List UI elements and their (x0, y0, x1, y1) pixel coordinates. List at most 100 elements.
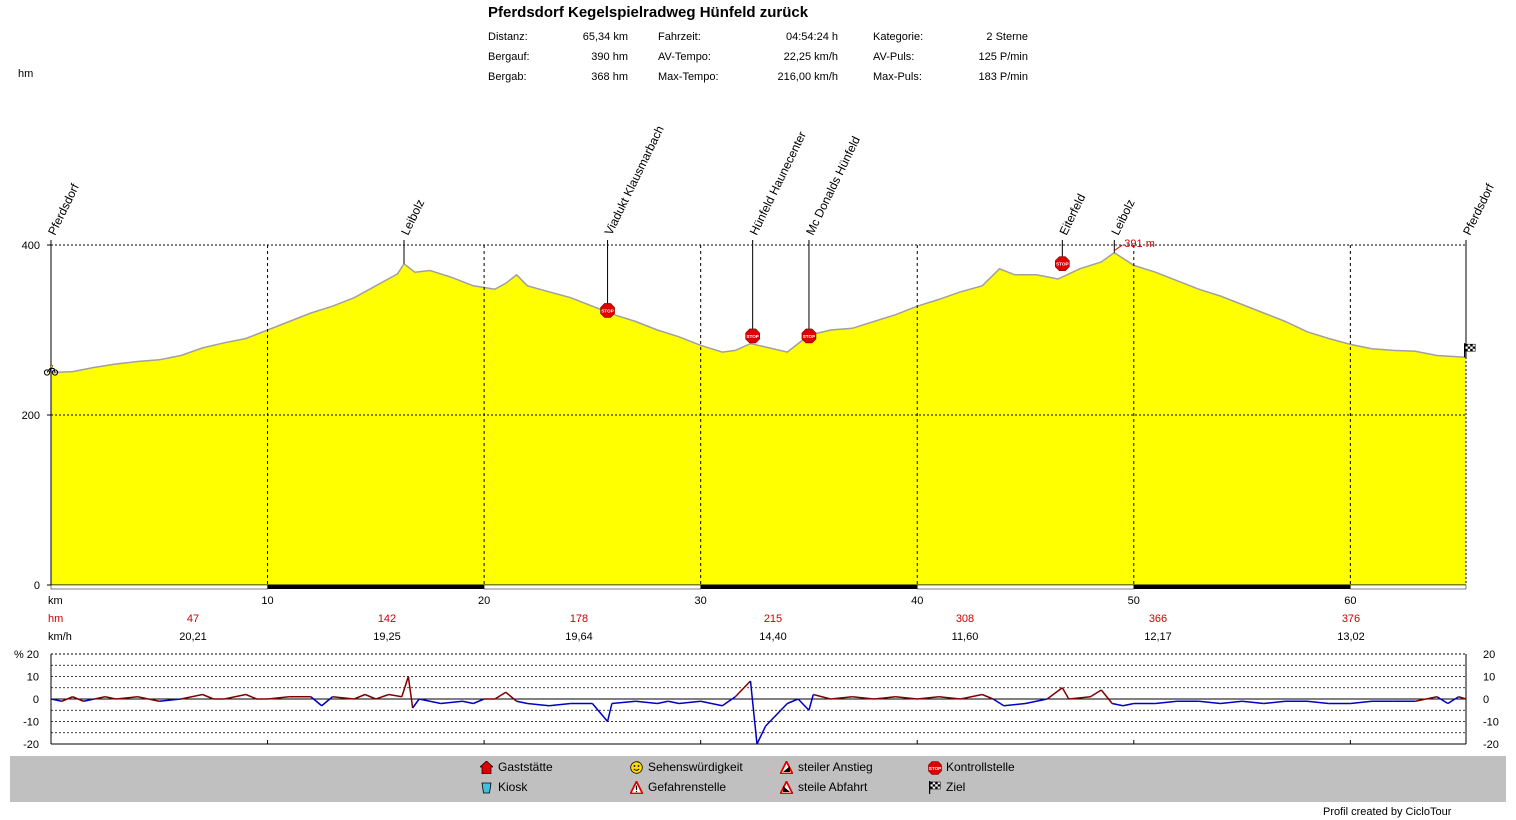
gradient-segment (407, 676, 414, 709)
legend-item-kiosk: Kiosk (480, 780, 527, 794)
stat-label-distanz: Distanz: (488, 31, 528, 43)
gradient-segment (115, 696, 138, 700)
stat-value-max-tempo: 216,00 km/h (777, 71, 838, 83)
legend-item-steile-abfahrt: steile Abfahrt (779, 778, 867, 794)
gradient-segment (429, 700, 441, 705)
gradient-segment (756, 725, 767, 745)
segment-hm-value: 142 (378, 613, 396, 625)
y-tick-label-400: 400 (22, 240, 40, 252)
gradient-segment (1306, 700, 1329, 705)
steep-climb-icon (779, 758, 794, 774)
gradient-segment (418, 698, 431, 702)
elevation-line (50, 251, 1467, 374)
km-bar-segment (916, 584, 1135, 590)
stop-sign-icon: STOP (801, 328, 817, 344)
gradient-segment (440, 700, 463, 705)
gradient-segment (137, 696, 160, 702)
segment-kmh-value: 13,02 (1337, 631, 1365, 643)
waypoint-label: Viadukt Klausmarbach (602, 123, 667, 237)
gradient-segment (180, 693, 203, 700)
gradient-segment (1263, 700, 1286, 705)
gradient-segment (606, 703, 613, 722)
gradient-segment (505, 691, 518, 702)
gradient-segment (711, 702, 723, 707)
stop-sign-text: STOP (746, 334, 758, 339)
stop-sign-icon: STOP (600, 303, 615, 318)
gradient-y-tick-left: 0 (33, 694, 39, 706)
legend-label-sehenswuerdigkeit: Sehenswürdigkeit (648, 760, 743, 774)
waypoint-label: Eiterfeld (1056, 192, 1088, 238)
gradient-segment (668, 700, 680, 705)
waypoint-label: Hünfeld Haunecenter (747, 129, 809, 237)
gradient-segment (310, 696, 323, 707)
legend-item-ziel: Ziel (928, 780, 965, 794)
legend-label-gefahrenstelle: Gefahrenstelle (648, 780, 727, 794)
gradient-segment (992, 698, 1005, 707)
house-icon (479, 760, 494, 774)
credit-text: Profil created by CicloTour (1323, 806, 1452, 818)
checkered-flag-icon (928, 780, 941, 794)
gradient-segment (1068, 696, 1091, 700)
legend-item-gaststaette: Gaststätte (479, 760, 553, 774)
gradient-segment (527, 702, 550, 707)
x-tick-label-30: 30 (695, 595, 707, 607)
segment-hm-value: 215 (764, 613, 782, 625)
gradient-segment (852, 696, 875, 700)
svg-text:STOP: STOP (929, 766, 941, 771)
stat-label-max-tempo: Max-Tempo: (658, 71, 719, 83)
stat-value-kategorie: 2 Sterne (986, 31, 1028, 43)
segment-kmh-value: 11,60 (952, 631, 979, 643)
gradient-segment (1046, 687, 1063, 700)
segment-hm-value: 178 (570, 613, 588, 625)
gradient-segment (50, 698, 62, 702)
bicycle-icon (43, 364, 59, 376)
stop-sign-shape (1055, 256, 1070, 272)
gradient-segment (1436, 696, 1449, 705)
legend-item-kontrollstelle: STOP Kontrollstelle (928, 760, 1015, 775)
gradient-segment (787, 698, 799, 705)
bike-wheel (51, 369, 59, 376)
stat-value-av-puls: 125 P/min (978, 51, 1028, 63)
gradient-segment (549, 702, 571, 707)
stat-value-bergauf: 390 hm (591, 51, 628, 63)
gradient-segment (981, 693, 994, 700)
waypoint-label: Mc Donalds Hünfeld (803, 134, 863, 237)
segment-hm-value: 47 (187, 613, 199, 625)
gradient-segment (375, 693, 390, 700)
x-tick-label-50: 50 (1128, 595, 1140, 607)
gradient-segment (332, 696, 355, 700)
gradient-segment (364, 693, 377, 700)
segment-kmh-label: km/h (48, 631, 72, 643)
gradient-segment (1447, 696, 1460, 705)
stat-label-kategorie: Kategorie: (873, 31, 924, 43)
stop-sign-icon: STOP (1055, 256, 1070, 272)
gradient-segment (895, 696, 918, 700)
stop-sign-shape (600, 303, 615, 318)
gradient-segment (72, 696, 84, 702)
bike-rider (49, 364, 54, 368)
flag-pole (1464, 343, 1466, 358)
gradient-segment (749, 680, 758, 745)
flag-check (1472, 346, 1476, 349)
flag-check (1465, 344, 1468, 347)
gradient-segment (473, 698, 485, 705)
km-bar-segment (483, 584, 701, 590)
gradient-segment (813, 693, 831, 700)
gradient-segment (245, 693, 258, 700)
gradient-segment (1122, 702, 1134, 707)
segment-hm-value: 366 (1149, 613, 1167, 625)
bike-wheel (43, 369, 51, 376)
legend-label-gaststaette: Gaststätte (498, 760, 553, 774)
gradient-segment (267, 696, 290, 700)
stop-sign-icon: STOP (745, 328, 760, 344)
stop-sign-text: STOP (1056, 262, 1068, 267)
stat-label-av-puls: AV-Puls: (873, 51, 915, 63)
gradient-segment (591, 703, 609, 722)
segment-hm-label: hm (48, 613, 63, 625)
gradient-y-tick-left: -10 (23, 717, 39, 729)
steep-descent-icon (779, 778, 794, 794)
elevation-area (51, 252, 1466, 585)
stat-value-max-puls: 183 P/min (978, 71, 1028, 83)
segment-kmh-value: 12,17 (1144, 631, 1172, 643)
stat-label-bergab: Bergab: (488, 71, 527, 83)
